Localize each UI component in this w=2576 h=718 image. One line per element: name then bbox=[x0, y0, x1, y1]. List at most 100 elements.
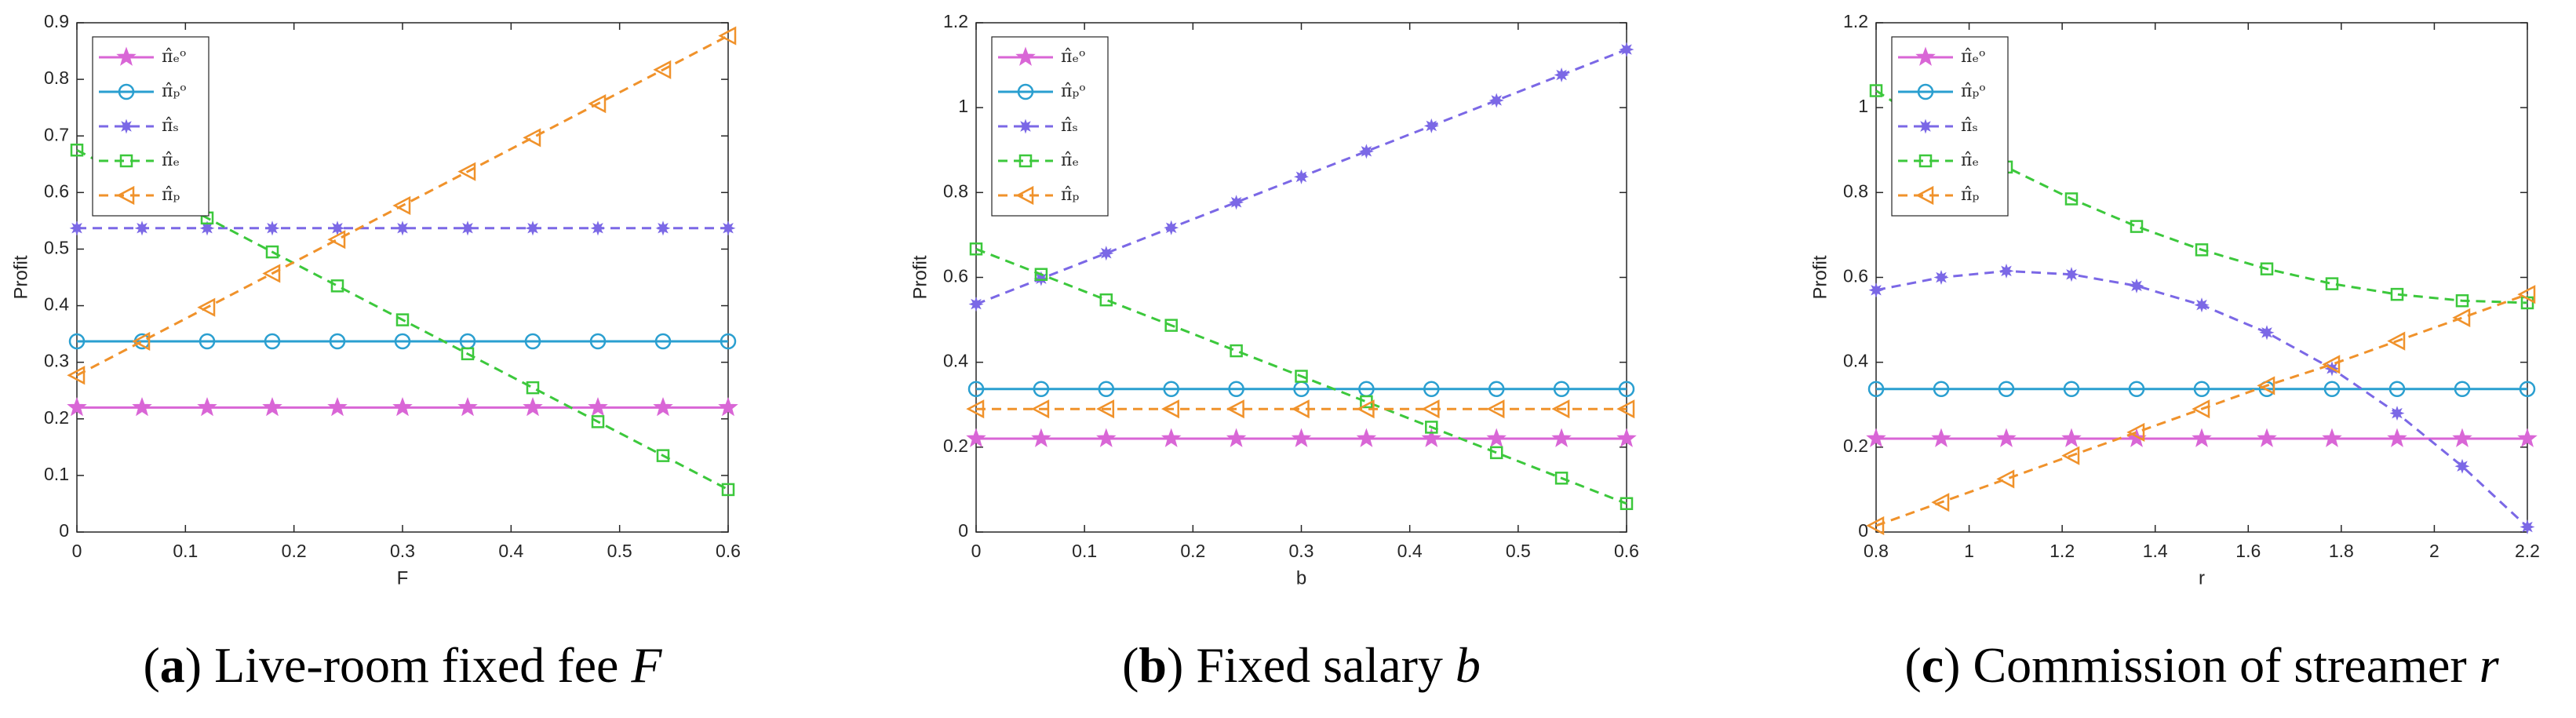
marker bbox=[330, 279, 344, 293]
marker bbox=[1996, 469, 2015, 489]
y-tick-label: 0.6 bbox=[44, 180, 69, 201]
caption-part: ) Fixed salary bbox=[1167, 637, 1456, 693]
marker bbox=[2257, 376, 2275, 395]
marker bbox=[655, 221, 671, 236]
chart-panel: 0 0.1 0.2 0.3 0.4 0.5 0.6 0.7 0.8 0.9 0 0.1 0.2 0.3 0.… bbox=[10, 11, 741, 693]
marker bbox=[2260, 262, 2274, 275]
marker bbox=[1291, 428, 1312, 447]
marker bbox=[1866, 428, 1886, 447]
x-tick-label: 0.1 bbox=[1072, 541, 1097, 561]
marker bbox=[1161, 399, 1179, 419]
marker bbox=[2194, 297, 2210, 313]
marker bbox=[1226, 399, 1244, 419]
marker bbox=[2387, 428, 2407, 447]
legend-label: π̂ₚ bbox=[1061, 185, 1079, 205]
marker bbox=[1096, 428, 1117, 447]
legend-marker bbox=[1018, 118, 1033, 134]
marker bbox=[966, 428, 986, 447]
y-tick-label: 1.2 bbox=[943, 11, 968, 31]
caption-part: ( bbox=[1122, 637, 1139, 693]
marker bbox=[2259, 325, 2275, 341]
x-tick-label: 0.4 bbox=[498, 541, 523, 561]
marker bbox=[1551, 428, 1572, 447]
marker bbox=[591, 415, 605, 428]
caption-part: ) Commission of streamer bbox=[1944, 637, 2479, 693]
marker bbox=[2195, 243, 2209, 257]
x-tick-label: 0.4 bbox=[1397, 541, 1423, 561]
y-tick-label: 1 bbox=[958, 96, 968, 116]
marker bbox=[654, 333, 672, 350]
marker bbox=[1033, 381, 1050, 397]
marker bbox=[2322, 428, 2342, 447]
marker bbox=[718, 396, 738, 417]
y-axis-label: Profit bbox=[10, 255, 31, 299]
marker bbox=[1931, 493, 1950, 512]
x-tick-label: 0.3 bbox=[1289, 541, 1314, 561]
legend-marker bbox=[1915, 185, 1934, 206]
legend-marker bbox=[119, 154, 133, 168]
y-tick-label: 0 bbox=[59, 520, 69, 541]
y-tick-label: 0.3 bbox=[44, 351, 69, 371]
marker bbox=[2454, 381, 2471, 397]
marker bbox=[2452, 308, 2471, 327]
y-tick-label: 0.9 bbox=[44, 11, 69, 31]
legend-label: π̂ₚ bbox=[1961, 185, 1979, 205]
marker bbox=[264, 333, 281, 350]
marker bbox=[2322, 355, 2341, 374]
marker bbox=[967, 381, 985, 397]
y-tick-label: 0 bbox=[1858, 520, 1868, 541]
marker bbox=[1554, 67, 1569, 83]
marker bbox=[1489, 446, 1503, 460]
marker bbox=[1486, 428, 1507, 447]
y-tick-label: 0.4 bbox=[44, 294, 69, 315]
y-tick-label: 0.4 bbox=[1843, 351, 1868, 371]
marker bbox=[457, 396, 478, 417]
caption-part: ) Live-room fixed fee bbox=[185, 637, 632, 693]
series-line bbox=[1875, 293, 2528, 527]
legend-label: π̂ₑᵒ bbox=[1961, 47, 1985, 67]
marker bbox=[134, 221, 150, 236]
marker bbox=[1164, 319, 1178, 332]
marker bbox=[1358, 144, 1374, 159]
x-tick-label: 0.2 bbox=[282, 541, 307, 561]
marker bbox=[1425, 421, 1438, 434]
x-tick-label: 1.8 bbox=[2329, 541, 2354, 561]
marker bbox=[1554, 472, 1569, 485]
marker bbox=[1616, 399, 1635, 419]
marker bbox=[523, 396, 543, 417]
marker bbox=[68, 333, 86, 350]
x-axis-label: F bbox=[397, 567, 409, 589]
marker bbox=[264, 221, 280, 236]
y-tick-label: 0.6 bbox=[943, 266, 968, 286]
x-axis-label: r bbox=[2199, 567, 2205, 589]
marker bbox=[1996, 428, 2017, 447]
series-line bbox=[76, 35, 729, 377]
x-tick-label: 0 bbox=[971, 541, 982, 561]
legend-label: π̂ₚᵒ bbox=[1961, 82, 1986, 101]
y-tick-label: 0.7 bbox=[44, 124, 69, 144]
marker bbox=[2520, 519, 2535, 535]
marker bbox=[1230, 344, 1243, 358]
marker bbox=[1031, 399, 1050, 419]
marker bbox=[588, 396, 608, 417]
marker bbox=[1098, 381, 1115, 397]
marker bbox=[2128, 381, 2145, 397]
y-tick-label: 0.2 bbox=[1843, 436, 1868, 456]
marker bbox=[2325, 277, 2339, 290]
legend-label: π̂ₑ bbox=[1061, 151, 1079, 170]
marker bbox=[718, 26, 737, 46]
marker bbox=[2192, 399, 2210, 419]
caption: (c) Commission of streamer r bbox=[1904, 637, 2499, 693]
marker bbox=[2455, 293, 2469, 308]
legend-marker bbox=[1918, 154, 1933, 168]
marker bbox=[262, 264, 281, 283]
axes-box bbox=[975, 22, 1627, 533]
marker bbox=[2517, 285, 2536, 304]
marker bbox=[2129, 278, 2144, 293]
marker bbox=[457, 162, 476, 181]
legend-marker bbox=[1015, 46, 1036, 66]
y-axis-label: Profit bbox=[909, 255, 931, 299]
marker bbox=[1867, 381, 1885, 397]
